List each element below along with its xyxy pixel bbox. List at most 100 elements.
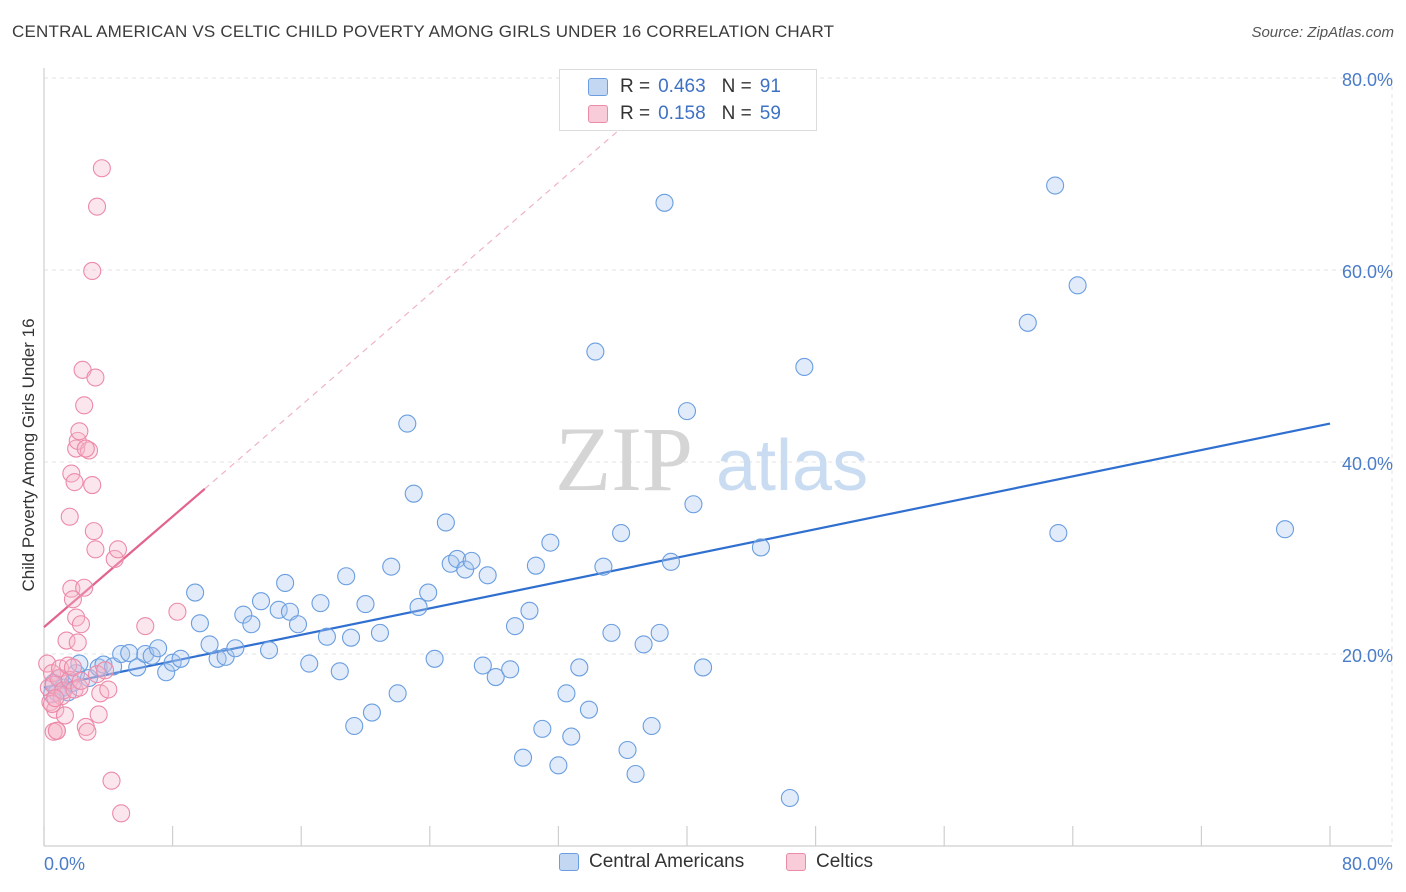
point-central-americans — [684, 495, 703, 514]
point-celtics — [75, 578, 94, 597]
point-central-americans — [142, 646, 161, 665]
point-central-americans — [276, 573, 295, 593]
point-central-americans — [157, 663, 176, 682]
watermark-zip: ZIP — [555, 408, 693, 510]
point-central-americans — [594, 557, 613, 576]
point-celtics — [92, 159, 111, 178]
point-central-americans — [541, 533, 560, 552]
point-central-americans — [190, 614, 209, 633]
point-celtics — [168, 602, 187, 621]
legend-r-label: R = — [620, 76, 651, 97]
point-central-americans — [337, 567, 356, 586]
y-tick-label: 40.0% — [1342, 454, 1393, 474]
stats-legend: R = 0.463 N = 91 R = 0.158 N = 59 — [559, 69, 817, 131]
legend-r-label: R = — [620, 103, 651, 124]
point-central-americans — [634, 635, 653, 654]
axes — [43, 68, 1392, 847]
point-central-americans — [128, 658, 147, 677]
point-central-americans — [341, 628, 361, 647]
point-central-americans — [505, 617, 525, 636]
point-celtics — [55, 706, 74, 725]
point-celtics — [84, 522, 103, 541]
point-central-americans — [311, 594, 330, 613]
point-central-americans — [618, 740, 637, 760]
point-central-americans — [694, 658, 713, 677]
point-celtics — [68, 633, 87, 652]
point-central-americans — [200, 635, 219, 654]
point-central-americans — [626, 764, 645, 784]
point-celtics — [57, 631, 76, 650]
point-central-americans — [751, 538, 770, 557]
point-celtics — [42, 694, 62, 713]
x-tick-label-min: 0.0% — [44, 854, 85, 874]
point-central-americans — [462, 551, 481, 570]
point-celtics — [71, 671, 91, 690]
point-celtics — [136, 617, 155, 636]
legend-label: Celtics — [816, 851, 874, 872]
point-central-americans — [579, 700, 598, 719]
point-celtics — [79, 441, 99, 460]
point-central-americans — [425, 649, 444, 668]
point-central-americans — [486, 667, 505, 687]
gridlines — [44, 77, 1393, 846]
point-central-americans — [251, 592, 271, 611]
legend-r-value: 0.158 — [658, 103, 706, 124]
y-tick-label: 80.0% — [1342, 70, 1393, 90]
point-central-americans — [226, 639, 245, 658]
trend-line-0 — [43, 422, 1331, 689]
point-central-americans — [382, 557, 401, 576]
legend-n-value: 91 — [759, 76, 781, 97]
legend-item-central-americans: Central Americans — [559, 851, 744, 873]
source-label: Source: ZipAtlas.com — [1251, 24, 1394, 41]
chart-title: CENTRAL AMERICAN VS CELTIC CHILD POVERTY… — [12, 22, 835, 41]
point-celtics — [70, 422, 89, 441]
legend-r-value: 0.463 — [658, 76, 706, 97]
point-central-americans — [171, 649, 190, 668]
point-central-americans — [436, 513, 455, 532]
point-central-americans — [1068, 276, 1087, 295]
point-central-americans — [650, 623, 669, 642]
point-central-americans — [677, 402, 697, 421]
legend-swatch-blue — [559, 853, 579, 871]
point-central-americans — [526, 556, 545, 575]
point-central-americans — [288, 615, 308, 634]
data-points — [38, 159, 1295, 823]
point-central-americans — [356, 595, 375, 614]
point-celtics — [105, 549, 124, 569]
legend-label: Central Americans — [589, 851, 745, 872]
point-celtics — [71, 615, 91, 634]
point-central-americans — [269, 600, 288, 619]
legend-swatch-blue — [588, 78, 608, 96]
point-central-americans — [549, 756, 568, 775]
legend-n-label: N = — [721, 103, 752, 124]
point-central-americans — [370, 623, 390, 642]
tick-labels: 20.0% 40.0% 60.0% 80.0% 0.0% 80.0% — [44, 70, 1393, 874]
point-celtics — [83, 261, 102, 281]
point-central-americans — [186, 583, 205, 602]
y-axis-label: Child Poverty Among Girls Under 16 — [19, 318, 38, 591]
legend-row-central-americans: R = 0.463 N = 91 — [588, 75, 781, 99]
point-celtics — [99, 680, 118, 699]
point-celtics — [89, 705, 108, 724]
point-central-americans — [149, 639, 168, 658]
point-celtics — [75, 396, 94, 415]
point-central-americans — [398, 414, 417, 433]
point-central-americans — [1049, 523, 1068, 543]
point-central-americans — [1275, 520, 1295, 539]
point-central-americans — [419, 583, 438, 602]
point-central-americans — [1046, 176, 1065, 195]
point-celtics — [70, 678, 89, 697]
point-central-americans — [120, 643, 139, 663]
point-celtics — [76, 439, 95, 458]
point-central-americans — [478, 566, 497, 585]
point-celtics — [102, 771, 121, 790]
point-celtics — [47, 721, 66, 740]
point-central-americans — [388, 684, 407, 703]
point-central-americans — [795, 357, 814, 377]
point-central-americans — [655, 193, 674, 212]
point-central-americans — [404, 484, 423, 503]
legend-n-label: N = — [721, 76, 752, 97]
watermark: ZIP atlas — [555, 408, 868, 510]
point-central-americans — [242, 615, 261, 634]
